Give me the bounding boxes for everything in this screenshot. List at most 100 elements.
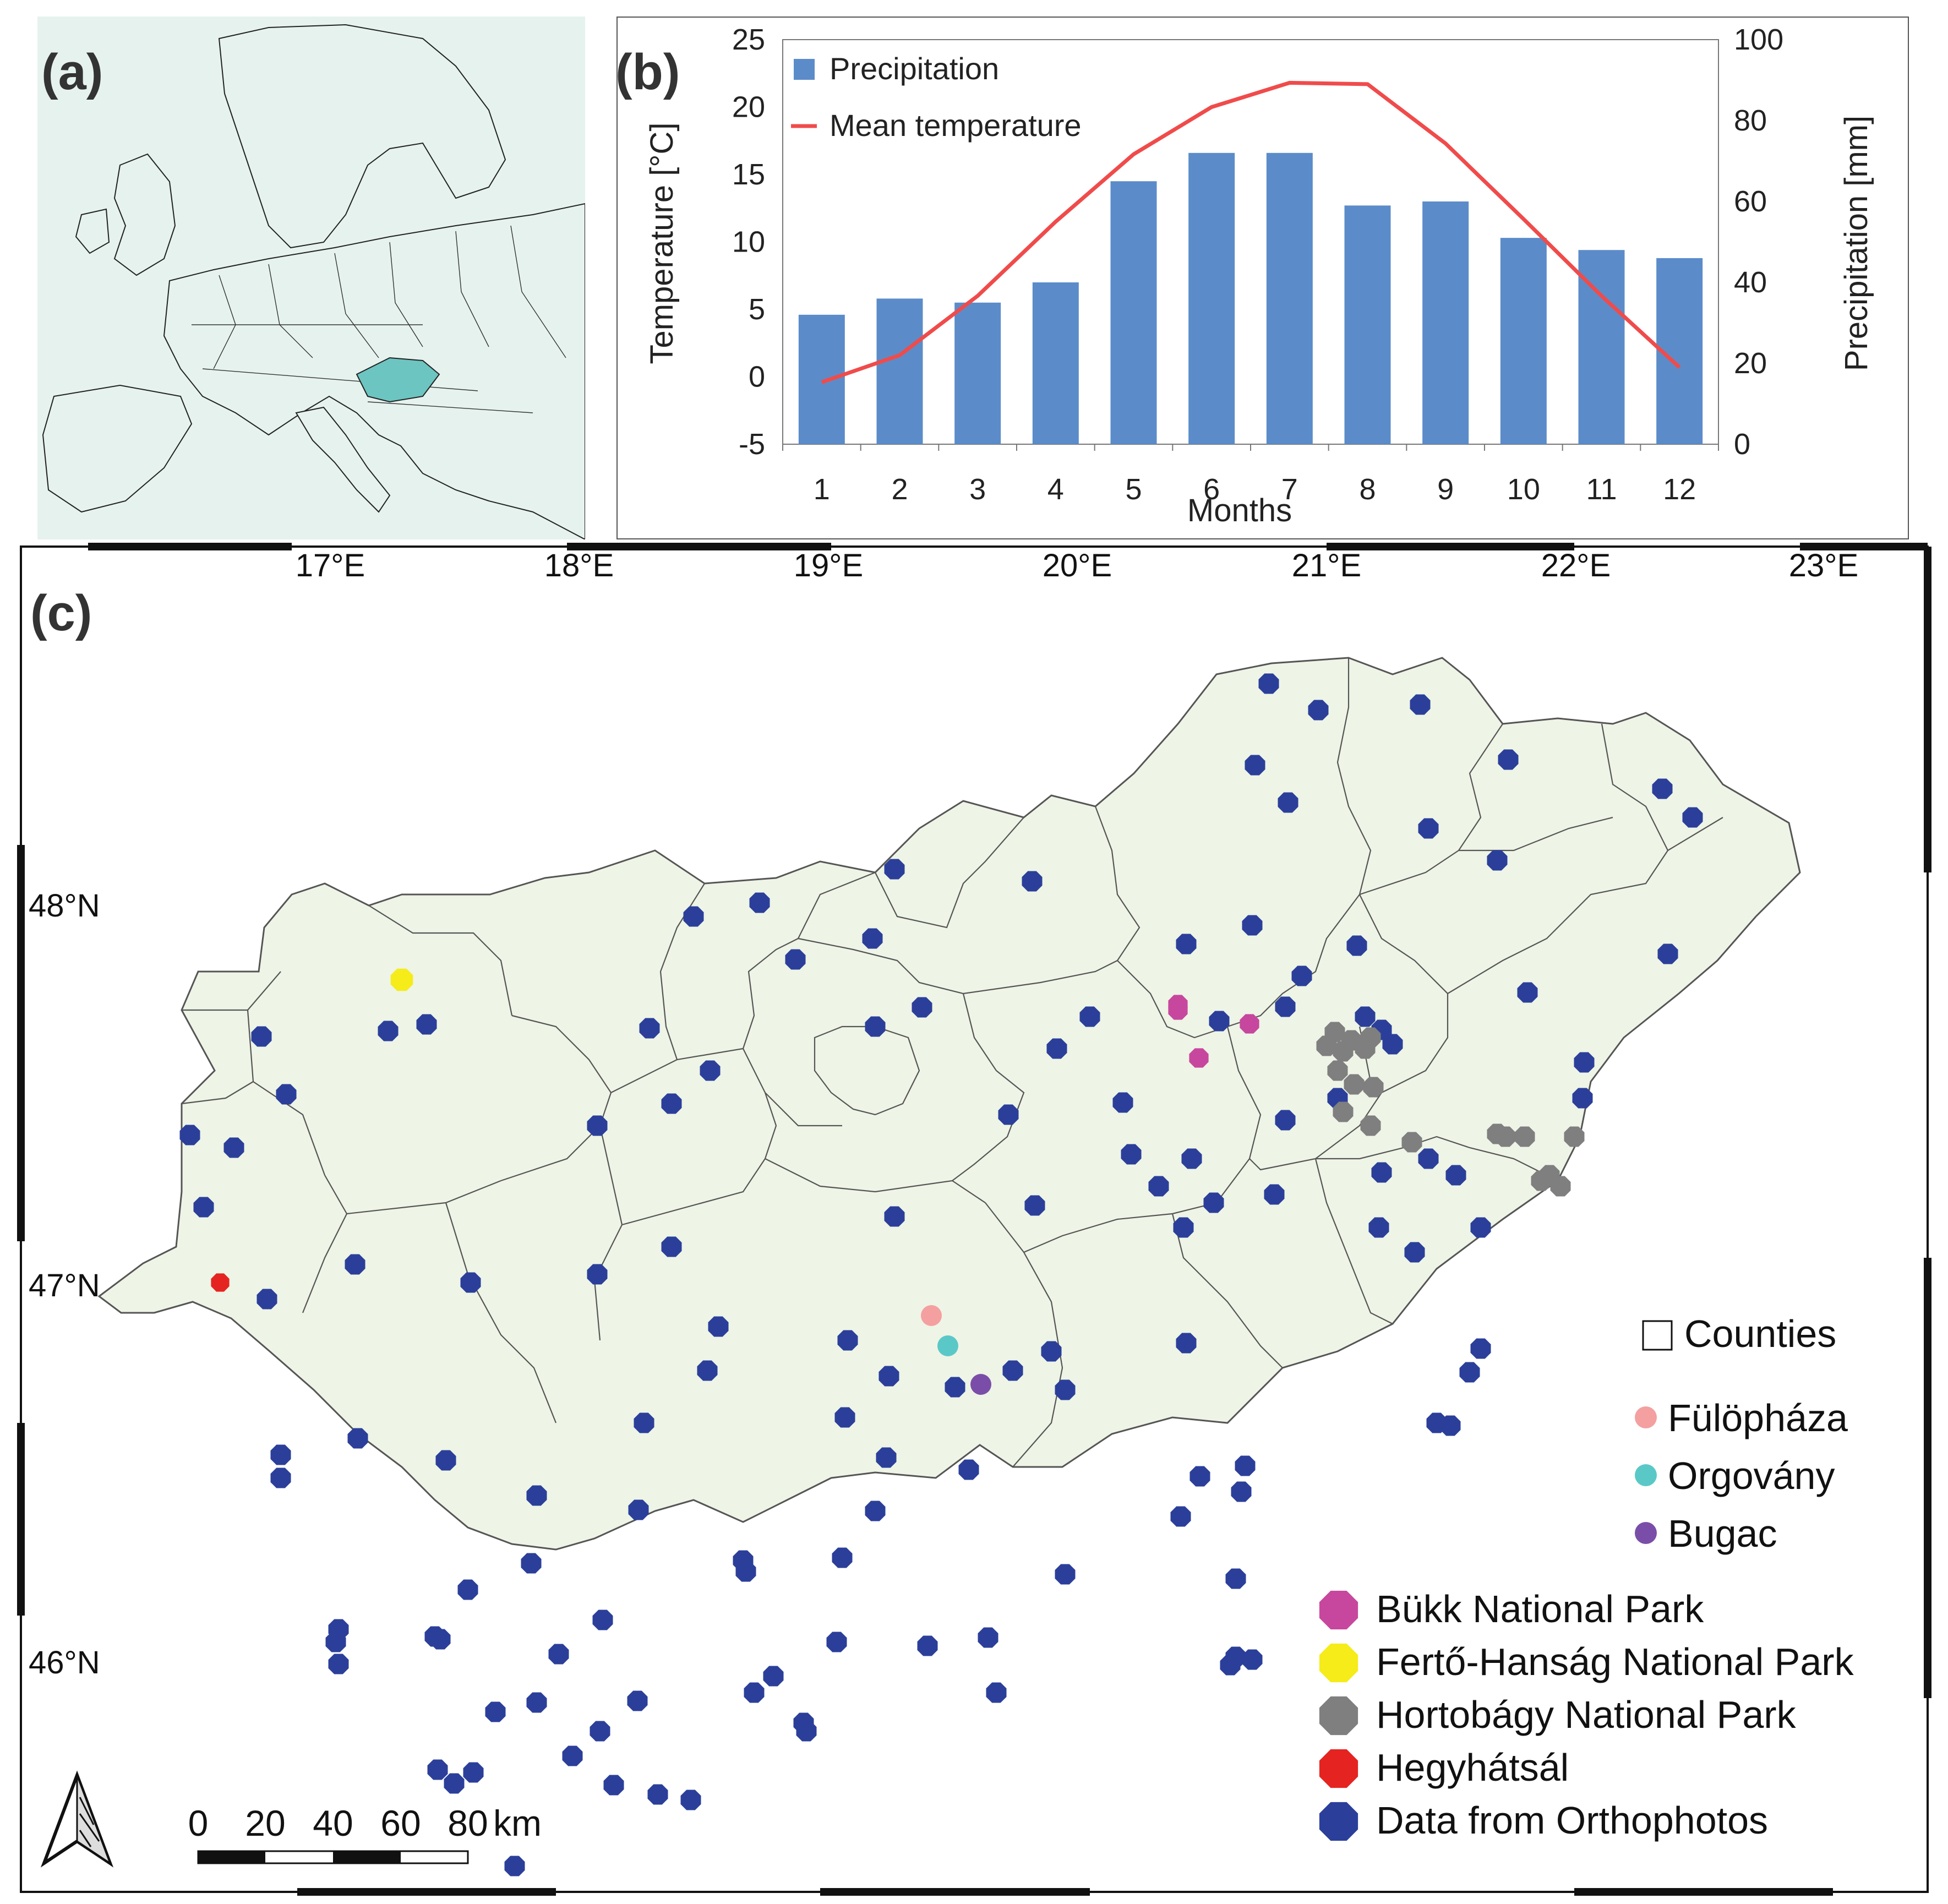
precipitation-bar xyxy=(1032,282,1079,444)
orthophoto-point xyxy=(463,1762,484,1783)
precipitation-bars xyxy=(798,152,1703,444)
panel-label-c: (c) xyxy=(30,585,92,641)
legend-orgovany-label: Orgovány xyxy=(1668,1454,1835,1497)
orthophoto-point xyxy=(592,1610,613,1630)
site-points xyxy=(921,1305,991,1395)
orthophoto-point xyxy=(1517,982,1538,1003)
precipitation-bar xyxy=(798,314,845,444)
orthophoto-point xyxy=(1046,1038,1067,1059)
orthophoto-point xyxy=(680,1790,701,1810)
county-borders xyxy=(181,658,1723,1467)
orthophoto-point xyxy=(378,1021,399,1041)
hortobagy-point xyxy=(1564,1126,1585,1147)
orthophoto-point xyxy=(1487,850,1508,871)
orthophoto-point xyxy=(251,1026,272,1047)
hortobagy-point xyxy=(1401,1132,1422,1153)
italy-shape xyxy=(295,406,391,513)
orthophoto-point xyxy=(1170,1506,1191,1527)
orthophoto-point xyxy=(978,1627,998,1648)
orthophoto-point xyxy=(1410,694,1431,715)
orthophoto-point xyxy=(1002,1360,1023,1381)
precipitation-bar xyxy=(1344,205,1391,444)
orthophoto-point xyxy=(708,1316,729,1337)
hortobagy-point xyxy=(1333,1101,1354,1122)
hortobagy-point xyxy=(1333,1041,1354,1062)
orthophoto-point xyxy=(1470,1338,1491,1359)
orthophoto-point xyxy=(834,1407,855,1428)
orthophoto-point xyxy=(1418,1148,1439,1169)
legend-hegyhatsal-label: Hegyhátsál xyxy=(1376,1746,1569,1789)
orthophoto-point xyxy=(661,1093,682,1114)
orthophoto-point xyxy=(876,1447,897,1468)
orthophoto-point xyxy=(884,859,905,880)
orthophoto-point xyxy=(884,1206,905,1227)
bukk-point xyxy=(1189,1048,1209,1068)
orthophoto-point xyxy=(1225,1568,1246,1589)
plot-area xyxy=(782,39,1719,445)
orthophoto-point xyxy=(1055,1564,1076,1585)
orthophoto-point xyxy=(1346,935,1367,956)
left-tick-label: 15 xyxy=(732,158,765,191)
scale-unit: km xyxy=(493,1803,542,1843)
left-tick-label: 25 xyxy=(732,23,765,56)
map-legend: Counties Fülöpháza Orgovány Bugac Bükk N… xyxy=(1319,1312,1854,1842)
scandinavia-shape xyxy=(218,24,506,249)
orthophoto-point xyxy=(1242,1649,1263,1670)
orthophoto-point xyxy=(1203,1192,1224,1213)
legend-fulophaza-swatch xyxy=(1635,1406,1657,1428)
orthophoto-point xyxy=(661,1236,682,1257)
orthophoto-point xyxy=(837,1330,858,1351)
legend-temperature-label: Mean temperature xyxy=(830,108,1082,143)
legend-counties-swatch xyxy=(1642,1320,1673,1351)
orthophoto-point xyxy=(270,1467,291,1488)
hortobagy-point xyxy=(1355,1038,1376,1059)
right-tick-label: 60 xyxy=(1734,185,1767,218)
iberia-shape xyxy=(42,384,193,513)
legend-hortobagy-label: Hortobágy National Park xyxy=(1376,1693,1797,1736)
orthophoto-point xyxy=(1264,1184,1285,1205)
left-tick-label: 10 xyxy=(732,226,765,259)
month-tick-label: 2 xyxy=(891,473,908,506)
hortobagy-point xyxy=(1550,1176,1571,1197)
month-tick-label: 9 xyxy=(1437,473,1454,506)
x-axis-title: Months xyxy=(1187,493,1292,528)
orthophoto-point xyxy=(1245,755,1265,776)
orthophoto-point xyxy=(1291,965,1312,986)
hungary-highlight xyxy=(356,357,440,403)
orthophoto-point xyxy=(1176,1333,1197,1354)
left-tick-label: 20 xyxy=(732,91,765,124)
orthophoto-point xyxy=(1275,996,1296,1017)
orthophoto-point xyxy=(1121,1144,1142,1165)
orthophoto-point xyxy=(878,1366,899,1387)
north-arrow-icon xyxy=(40,1770,114,1868)
scale-label-20: 20 xyxy=(245,1803,285,1843)
orthophoto-point xyxy=(276,1084,297,1105)
orthophoto-point xyxy=(700,1060,721,1081)
ireland-shape xyxy=(75,208,110,254)
right-tick-label: 100 xyxy=(1734,23,1783,56)
orthophoto-point xyxy=(603,1775,624,1796)
precipitation-bar xyxy=(1422,201,1469,444)
lon-label-23: 23°E xyxy=(1789,548,1858,583)
precipitation-bar xyxy=(954,302,1001,444)
precipitation-bar xyxy=(1110,181,1157,444)
orthophoto-point xyxy=(1041,1341,1062,1362)
scale-bar: 0 20 40 60 80 km xyxy=(188,1803,542,1864)
orthophoto-point xyxy=(430,1629,451,1650)
orthophoto-point xyxy=(865,1016,886,1037)
legend-bugac-label: Bugac xyxy=(1668,1512,1777,1555)
orthophoto-point xyxy=(587,1264,608,1285)
orthophoto-point xyxy=(826,1632,847,1652)
orthophoto-point xyxy=(832,1547,853,1568)
site-point xyxy=(970,1374,991,1395)
month-tick-label: 8 xyxy=(1359,473,1376,506)
orthophoto-point xyxy=(504,1856,525,1876)
orthophoto-point xyxy=(328,1654,349,1674)
right-tick-label: 20 xyxy=(1734,347,1767,380)
orthophoto-point xyxy=(1278,792,1298,813)
lon-label-19: 19°E xyxy=(794,548,863,583)
orthophoto-point xyxy=(1176,934,1197,954)
orthophoto-point xyxy=(345,1254,365,1275)
orthophoto-point xyxy=(1440,1415,1461,1436)
